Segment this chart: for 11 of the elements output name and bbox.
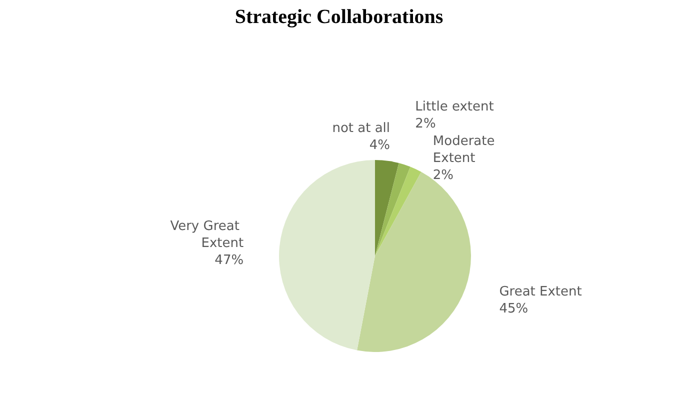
slice-label: Moderate Extent [432,134,499,166]
slice-label: Little extent [415,99,494,114]
chart-title: Strategic Collaborations [234,6,444,28]
data-label: 4% [369,138,390,153]
data-label: 45% [499,302,528,317]
data-label: 2% [432,168,454,183]
data-label: 47% [214,253,244,268]
data-label: 2% [415,116,436,132]
slice-label: not at all [332,120,390,136]
slice-label: Very Great Extent [170,219,244,252]
slice-label: Great Extent [499,284,582,300]
